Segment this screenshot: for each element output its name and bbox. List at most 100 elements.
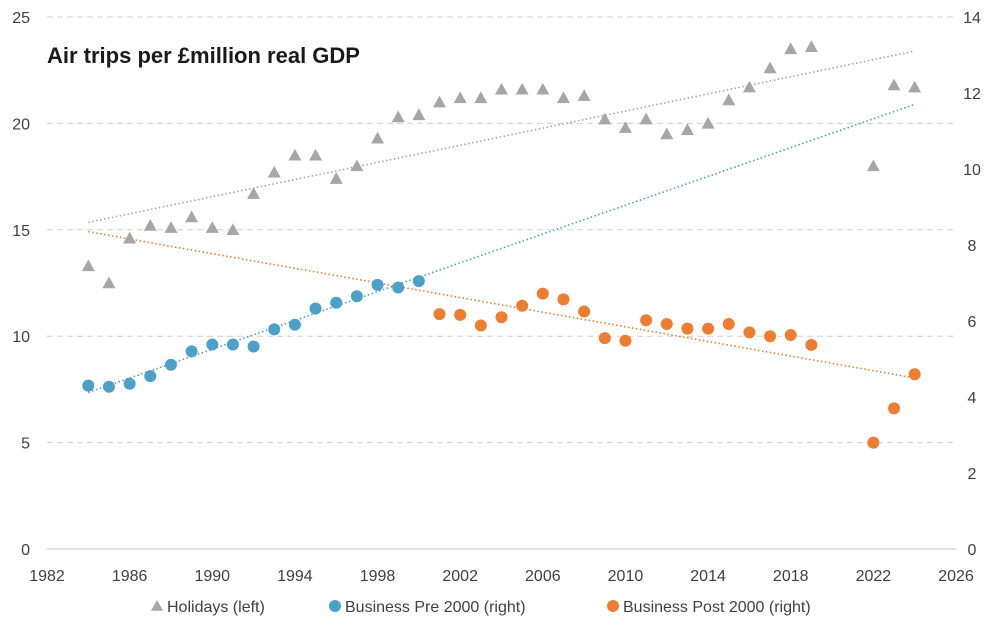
x-tick-label: 1986 xyxy=(112,568,148,585)
holiday-point xyxy=(309,148,323,161)
y-left-tick-label: 10 xyxy=(12,329,30,346)
business-post2000-point xyxy=(681,322,694,335)
legend-item: Business Pre 2000 (right) xyxy=(329,599,526,616)
x-tick-label: 1994 xyxy=(277,568,313,585)
y-left-tick-label: 15 xyxy=(12,223,30,240)
y-left-tick-label: 5 xyxy=(21,436,30,453)
business-pre2000-point xyxy=(371,278,384,291)
business-post2000-point xyxy=(908,368,921,381)
legend-label: Business Pre 2000 (right) xyxy=(345,599,526,616)
holiday-point xyxy=(887,78,901,91)
business-pre2000-point xyxy=(82,379,95,392)
legend-triangle-icon xyxy=(151,600,163,611)
business-pre2000-point xyxy=(330,296,343,309)
holiday-point xyxy=(329,172,343,184)
legend-label: Holidays (left) xyxy=(167,599,265,616)
business-post2000-point xyxy=(433,308,446,321)
holiday-point xyxy=(495,82,508,95)
holiday-point xyxy=(680,123,694,135)
y-left-tick-label: 25 xyxy=(12,10,30,27)
x-tick-label: 2018 xyxy=(773,568,809,585)
y-right-tick-label: 14 xyxy=(963,10,981,27)
holiday-point xyxy=(164,221,178,233)
business-pre2000-point xyxy=(102,380,115,393)
data-marks xyxy=(81,40,922,449)
trendlines xyxy=(88,50,915,394)
business-pre2000-point xyxy=(164,358,177,371)
holiday-point xyxy=(185,210,199,223)
business-pre2000-point xyxy=(144,370,157,383)
legend-label: Business Post 2000 (right) xyxy=(623,599,811,616)
business-post2000-point xyxy=(578,305,591,318)
holiday-point xyxy=(639,112,653,125)
business-pre2000-point xyxy=(247,340,260,353)
x-tick-label: 1982 xyxy=(29,568,65,585)
y-right-tick-label: 10 xyxy=(963,162,981,179)
business-post2000-point xyxy=(619,334,632,347)
trendline xyxy=(88,230,915,379)
holiday-point xyxy=(81,259,95,272)
holiday-point xyxy=(102,276,116,289)
business-post2000-point xyxy=(474,319,487,332)
y-left-tick-label: 0 xyxy=(21,542,30,559)
holiday-point xyxy=(433,95,447,108)
legend-item: Business Post 2000 (right) xyxy=(607,599,811,616)
holiday-point xyxy=(660,127,674,140)
holiday-point xyxy=(804,40,818,52)
business-pre2000-point xyxy=(268,323,281,336)
holiday-point xyxy=(598,112,612,125)
business-pre2000-point xyxy=(206,338,219,351)
holiday-point xyxy=(453,91,467,104)
holiday-point xyxy=(267,165,281,178)
holiday-point xyxy=(247,187,261,199)
business-post2000-point xyxy=(536,287,549,300)
y-right-tick-label: 4 xyxy=(968,390,977,407)
holiday-point xyxy=(391,110,405,123)
holiday-point xyxy=(701,116,715,129)
y-right-tick-label: 8 xyxy=(968,238,977,255)
holiday-point xyxy=(474,91,488,104)
business-post2000-point xyxy=(557,293,570,306)
holiday-point xyxy=(577,89,591,101)
business-pre2000-point xyxy=(226,338,239,351)
business-post2000-point xyxy=(516,299,529,312)
legend-circle-icon xyxy=(329,600,341,612)
holiday-point xyxy=(722,93,736,106)
business-pre2000-point xyxy=(123,377,136,390)
holiday-point xyxy=(515,82,529,95)
holiday-point xyxy=(556,91,570,104)
holiday-point xyxy=(412,108,426,121)
x-tick-label: 2006 xyxy=(525,568,561,585)
y-right-tick-label: 6 xyxy=(968,314,977,331)
business-post2000-point xyxy=(660,318,673,331)
holiday-point xyxy=(866,159,880,172)
business-post2000-point xyxy=(454,308,467,321)
business-post2000-point xyxy=(722,318,735,331)
business-post2000-point xyxy=(640,314,653,327)
business-post2000-point xyxy=(598,332,611,345)
holiday-point xyxy=(784,42,798,55)
x-tick-label: 2002 xyxy=(442,568,478,585)
holiday-point xyxy=(226,223,240,235)
business-pre2000-point xyxy=(309,302,322,315)
gridlines xyxy=(47,16,956,444)
business-pre2000-point xyxy=(412,275,425,288)
holiday-point xyxy=(288,148,302,161)
business-pre2000-point xyxy=(350,290,363,303)
holiday-point xyxy=(123,231,137,244)
holiday-point xyxy=(536,82,550,95)
business-pre2000-point xyxy=(288,318,301,331)
business-post2000-point xyxy=(888,402,901,415)
business-post2000-point xyxy=(495,311,508,324)
x-tick-label: 2014 xyxy=(690,568,726,585)
x-tick-label: 2022 xyxy=(856,568,892,585)
trendline xyxy=(88,50,915,224)
holiday-point xyxy=(763,61,777,74)
legend-item: Holidays (left) xyxy=(151,599,265,616)
holiday-point xyxy=(371,131,385,144)
axes: 0 5 10 15 20 25 0 2 4 6 8 10 12 14 1982 1986 1990 1994 199… xyxy=(12,10,981,585)
y-left-tick-label: 20 xyxy=(12,116,30,133)
business-pre2000-point xyxy=(392,281,405,294)
